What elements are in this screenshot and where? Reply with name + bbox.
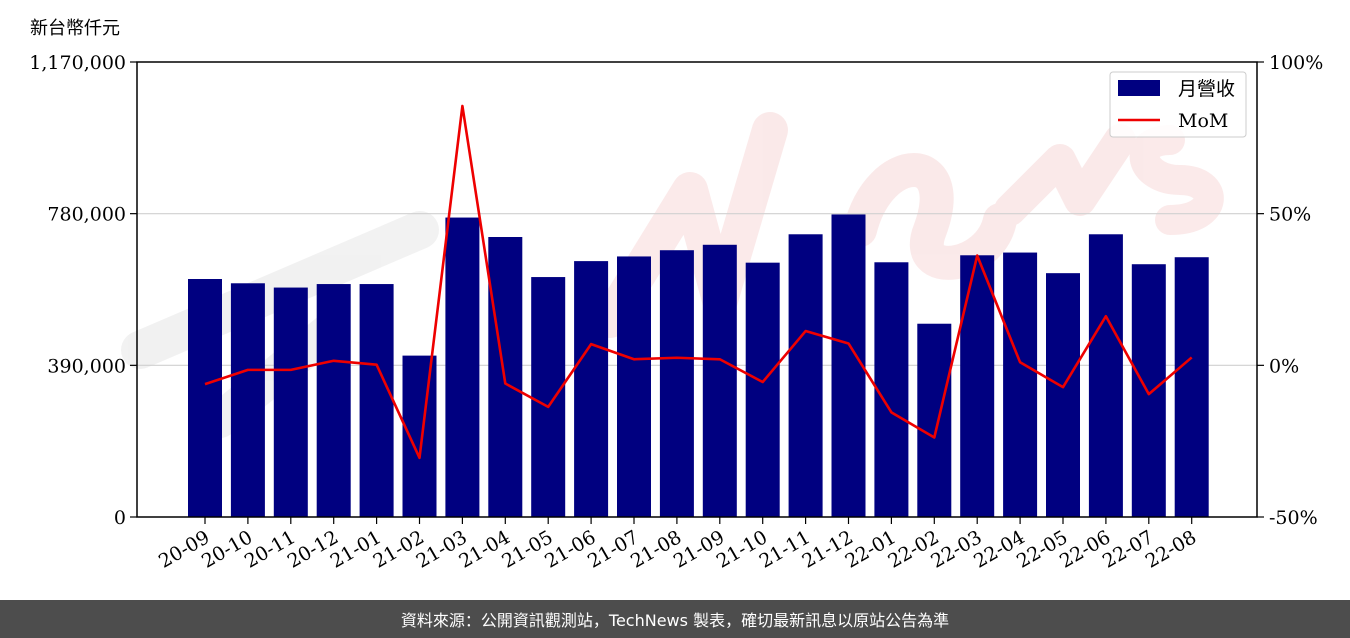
left-tick-label: 0: [114, 507, 126, 529]
bar: [574, 261, 609, 517]
bar: [1003, 252, 1038, 518]
right-tick-label: 100%: [1269, 52, 1323, 74]
legend: 月營收 MoM: [1109, 71, 1247, 138]
x-tick-label: 22-08: [1142, 526, 1200, 572]
bar: [273, 287, 308, 517]
left-tick-label: 780,000: [47, 204, 126, 226]
bar: [702, 244, 737, 517]
left-tick-label: 390,000: [47, 355, 126, 377]
bar: [402, 355, 437, 517]
bar: [831, 214, 866, 517]
bar: [1131, 264, 1166, 517]
revenue-chart: 新台幣仟元 0 390,000 780,000 1,170,000 -50% 0% 50%…: [29, 18, 1323, 573]
bar: [745, 262, 780, 517]
bar: [917, 323, 952, 517]
mom-line: [204, 104, 1193, 460]
bar: [788, 234, 823, 517]
bar: [617, 256, 651, 517]
x-axis: 20-0920-1020-1120-1221-0121-0221-0321-04…: [155, 517, 1200, 573]
bar-series: [188, 214, 1209, 518]
bar: [1046, 273, 1080, 517]
bar: [874, 262, 909, 517]
bar: [359, 284, 394, 517]
right-tick-label: -50%: [1269, 507, 1318, 529]
bar: [316, 284, 351, 517]
legend-label-revenue: 月營收: [1178, 78, 1235, 100]
left-axis: 0 390,000 780,000 1,170,000: [29, 52, 137, 529]
left-tick-label: 1,170,000: [29, 52, 126, 74]
unit-label: 新台幣仟元: [30, 18, 120, 39]
right-tick-label: 50%: [1269, 204, 1311, 226]
bar: [445, 217, 480, 518]
bar: [531, 277, 566, 517]
source-footer: 資料來源：公開資訊觀測站，TechNews 製表，確切最新訊息以原站公告為準: [0, 600, 1350, 638]
bar: [659, 250, 694, 517]
bar: [188, 279, 222, 517]
plot-frame: [136, 61, 1258, 518]
bar: [960, 255, 995, 517]
bar: [1174, 257, 1209, 517]
legend-label-mom: MoM: [1178, 110, 1228, 132]
legend-bar-swatch: [1118, 80, 1160, 96]
right-axis: -50% 0% 50% 100%: [1257, 52, 1323, 529]
bar: [230, 283, 265, 517]
bar: [1088, 234, 1123, 517]
right-tick-label: 0%: [1269, 355, 1299, 377]
